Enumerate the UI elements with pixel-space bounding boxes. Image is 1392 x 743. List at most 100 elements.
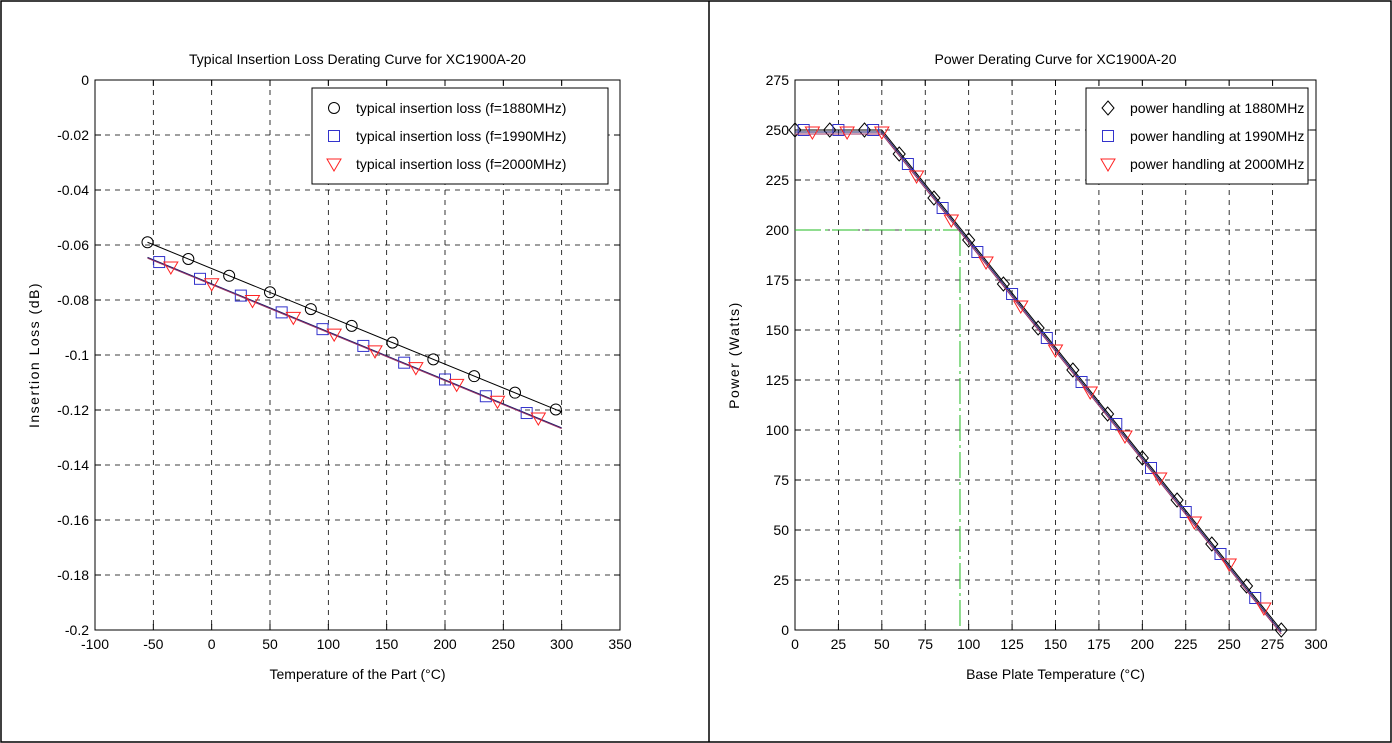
legend-entry-1: power handling at 1880MHz [1130, 100, 1304, 116]
data-point [1102, 130, 1114, 142]
y-tick-label: 200 [766, 222, 790, 238]
legend-entry-2: power handling at 1990MHz [1130, 128, 1304, 144]
y-tick-label: 125 [766, 372, 790, 388]
chart-title: Power Derating Curve for XC1900A-20 [934, 51, 1176, 67]
data-point [804, 126, 821, 140]
data-point [832, 124, 845, 136]
x-tick-label: 50 [874, 636, 890, 652]
data-point [1214, 548, 1227, 560]
y-tick-label: 275 [766, 72, 790, 88]
data-point [1075, 376, 1088, 388]
x-tick-label: 25 [831, 636, 847, 652]
x-tick-label: 275 [1261, 636, 1285, 652]
y-tick-label: 150 [766, 322, 790, 338]
y-tick-label: -0.14 [57, 457, 89, 473]
data-point [407, 362, 424, 376]
y-tick-label: -0.2 [65, 622, 89, 638]
data-point [509, 386, 521, 399]
y-tick-label: -0.02 [57, 127, 89, 143]
data-point [1186, 516, 1203, 530]
x-tick-label: 150 [1044, 636, 1068, 652]
series-3 [147, 257, 562, 430]
x-tick-label: 125 [1000, 636, 1024, 652]
series-1 [141, 236, 562, 416]
series-1 [788, 122, 1288, 638]
x-tick-label: 300 [1304, 636, 1328, 652]
series-fit-line [147, 257, 562, 430]
data-point [797, 124, 810, 136]
data-point [162, 261, 179, 275]
data-point [908, 170, 925, 184]
y-tick-label: 100 [766, 422, 790, 438]
data-point [1249, 592, 1262, 604]
x-tick-label: 175 [1087, 636, 1111, 652]
power-derating-chart: Power Derating Curve for XC1900A-20 Base… [726, 51, 1328, 682]
x-tick-label: 150 [375, 636, 399, 652]
series-3 [795, 126, 1282, 635]
data-point [530, 412, 547, 426]
data-point [1040, 332, 1053, 344]
legend: typical insertion loss (f=1880MHz) typica… [311, 87, 609, 185]
data-point [244, 295, 261, 309]
x-tick-label: -100 [81, 636, 109, 652]
data-point [867, 124, 880, 136]
x-tick-label: 300 [550, 636, 574, 652]
y-tick-label: -0.04 [57, 182, 89, 198]
x-tick-label: 225 [1174, 636, 1198, 652]
y-tick-label: 175 [766, 272, 790, 288]
data-point [326, 158, 342, 172]
data-point [978, 256, 994, 270]
data-point [328, 102, 340, 114]
y-tick-label: 75 [773, 472, 789, 488]
y-tick-label: -0.08 [57, 292, 89, 308]
legend-entry-3: typical insertion loss (f=2000MHz) [356, 156, 566, 172]
data-point [427, 353, 440, 366]
data-point [489, 395, 506, 410]
y-tick-label: -0.16 [57, 512, 89, 528]
legend-box [311, 87, 609, 185]
data-point [345, 319, 358, 332]
data-point [1012, 300, 1029, 314]
series-fit-line [147, 241, 562, 413]
data-point [223, 269, 236, 282]
series-2 [147, 256, 562, 429]
x-tick-label: 100 [317, 636, 341, 652]
data-point [823, 122, 837, 138]
y-tick-label: 0 [781, 622, 789, 638]
data-point [549, 403, 562, 416]
data-point [264, 286, 276, 299]
series-fit-line [795, 131, 1282, 633]
legend: power handling at 1880MHz power handling … [1085, 87, 1309, 185]
series-fit-line [147, 256, 562, 429]
y-tick-label: 25 [773, 572, 789, 588]
reference-lines [795, 229, 961, 630]
data-point [304, 303, 317, 316]
data-point [1031, 320, 1045, 336]
data-point [901, 158, 914, 170]
data-point [839, 126, 855, 140]
x-axis-label: Temperature of the Part (°C) [270, 666, 446, 682]
axes: -100 -50 0 50 100 150 200 250 300 350 -0.2 -0.18 -0.… [57, 72, 632, 652]
data-point [892, 146, 906, 162]
data-point [1006, 288, 1019, 300]
x-tick-label: 200 [433, 636, 457, 652]
legend-entry-3: power handling at 2000MHz [1130, 156, 1304, 172]
x-tick-label: 0 [791, 636, 799, 652]
y-axis-label: Insertion Loss (dB) [26, 282, 42, 428]
x-tick-label: 75 [917, 636, 933, 652]
data-point [1170, 492, 1184, 508]
y-tick-label: 0 [81, 72, 89, 88]
chart-title: Typical Insertion Loss Derating Curve fo… [189, 51, 526, 67]
x-tick-label: -50 [143, 636, 163, 652]
x-tick-label: 0 [208, 636, 216, 652]
y-tick-label: 225 [766, 172, 790, 188]
data-point [468, 370, 481, 383]
data-point [788, 122, 802, 138]
data-point [1145, 462, 1158, 474]
data-point [1117, 430, 1133, 444]
data-point [448, 378, 465, 393]
y-tick-label: -0.1 [65, 347, 89, 363]
